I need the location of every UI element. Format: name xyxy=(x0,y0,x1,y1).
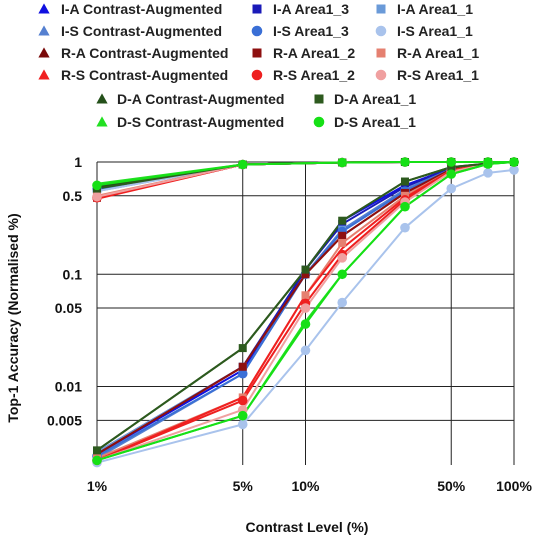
legend-marker-i-a-contrast-augmented xyxy=(38,3,50,14)
point-r-a-area1-1 xyxy=(301,291,310,300)
point-r-a-area1-2 xyxy=(301,270,310,279)
point-d-a-area1-1 xyxy=(400,177,409,186)
legend-label-i-a-contrast-augmented: I-A Contrast-Augmented xyxy=(61,1,222,17)
point-d-s-area1-1 xyxy=(400,201,410,212)
legend-label-r-a-area1-2: R-A Area1_2 xyxy=(273,45,355,61)
point-upper-d-s-area1-1 xyxy=(400,157,410,167)
legend-marker-r-a-contrast-augmented xyxy=(38,47,50,58)
legend-marker-i-s-contrast-augmented xyxy=(38,25,50,36)
legend-label-i-s-contrast-augmented: I-S Contrast-Augmented xyxy=(61,23,222,39)
legend-marker-r-s-contrast-augmented xyxy=(38,69,50,80)
y-tick-label: 1 xyxy=(74,154,82,170)
legend-label-d-a-contrast-augmented: D-A Contrast-Augmented xyxy=(117,91,284,107)
legend-marker-d-a-area1-1 xyxy=(314,94,324,104)
legend-marker-r-s-area1-2 xyxy=(251,69,263,81)
point-r-a-area1-2 xyxy=(238,362,247,371)
legend-marker-d-a-contrast-augmented xyxy=(96,93,108,104)
point-r-s-area1-1 xyxy=(337,253,348,263)
point-upper-r-s-area1-1 xyxy=(92,191,102,202)
legend-marker-r-s-area1-1 xyxy=(375,69,387,81)
legend: I-A Contrast-Augmented I-A Area1_3 I-A Are… xyxy=(38,1,479,130)
point-upper-d-s-area1-1 xyxy=(337,157,348,168)
legend-marker-i-a-area1-3 xyxy=(252,4,262,14)
legend-marker-d-s-area1-1 xyxy=(313,116,325,128)
point-i-s-area1-1 xyxy=(483,168,493,178)
point-d-a-area1-1 xyxy=(338,216,347,225)
point-i-s-area1-1 xyxy=(300,345,311,356)
legend-marker-i-s-area1-1 xyxy=(375,25,387,37)
y-tick-label: 0.05 xyxy=(55,300,82,316)
legend-label-i-s-area1-1: I-S Area1_1 xyxy=(397,23,473,39)
x-tick-labels: 1% 5% 10% 50% 100% xyxy=(87,478,533,494)
point-d-s-area1-1 xyxy=(92,455,102,466)
series-line-d-a-area1-1 xyxy=(96,161,515,452)
legend-label-r-a-area1-1: R-A Area1_1 xyxy=(397,45,479,61)
legend-label-r-a-contrast-augmented: R-A Contrast-Augmented xyxy=(61,45,228,61)
legend-label-r-s-area1-2: R-S Area1_2 xyxy=(273,67,355,83)
x-tick-label: 10% xyxy=(291,478,320,494)
legend-marker-i-a-area1-1 xyxy=(376,4,386,14)
point-d-a-area1-1 xyxy=(93,446,101,455)
grid xyxy=(96,161,515,465)
legend-label-d-s-contrast-augmented: D-S Contrast-Augmented xyxy=(117,114,284,130)
point-upper-d-s-area1-1 xyxy=(237,159,248,170)
point-d-s-area1-1 xyxy=(337,269,348,280)
y-tick-label: 0.005 xyxy=(47,412,82,428)
y-tick-label: 0.5 xyxy=(63,188,83,204)
x-tick-label: 5% xyxy=(233,478,254,494)
point-i-s-area1-1 xyxy=(446,183,457,194)
legend-marker-d-s-contrast-augmented xyxy=(96,116,108,127)
point-upper-d-s-area1-1 xyxy=(509,157,519,167)
legend-marker-r-a-area1-2 xyxy=(252,48,262,58)
x-tick-label: 50% xyxy=(437,478,466,494)
point-i-s-area1-1 xyxy=(237,419,248,430)
legend-marker-r-a-area1-1 xyxy=(376,48,386,58)
legend-label-i-a-area1-3: I-A Area1_3 xyxy=(273,1,349,17)
point-r-s-area1-2 xyxy=(237,395,248,406)
legend-label-r-s-area1-1: R-S Area1_1 xyxy=(397,67,479,83)
point-d-a-area1-1 xyxy=(447,163,456,172)
legend-label-d-a-area1-1: D-A Area1_1 xyxy=(334,91,416,107)
legend-label-d-s-area1-1: D-S Area1_1 xyxy=(334,114,416,130)
point-i-s-area1-3 xyxy=(237,368,248,379)
legend-label-i-a-area1-1: I-A Area1_1 xyxy=(397,1,473,17)
y-tick-label: 0.1 xyxy=(63,266,83,282)
point-upper-d-s-area1-1 xyxy=(446,157,457,167)
series-line-i-s-area1-1 xyxy=(96,168,515,464)
point-d-a-area1-1 xyxy=(238,344,247,353)
point-d-s-area1-1 xyxy=(300,319,311,329)
y-axis-label: Top-1 Accuracy (Normalised %) xyxy=(5,213,21,422)
point-d-s-area1-1 xyxy=(237,410,248,421)
legend-label-r-s-contrast-augmented: R-S Contrast-Augmented xyxy=(61,67,228,83)
point-r-a-area1-1 xyxy=(338,238,347,247)
y-tick-labels: 1 0.5 0.1 0.05 0.01 0.005 xyxy=(47,154,82,428)
y-tick-label: 0.01 xyxy=(55,379,82,395)
point-i-s-area1-1 xyxy=(400,222,410,233)
point-upper-d-s-area1-1 xyxy=(92,180,102,191)
x-axis-label: Contrast Level (%) xyxy=(246,519,369,535)
series-markers xyxy=(92,157,519,468)
point-r-s-area1-1 xyxy=(300,303,311,313)
point-d-s-area1-1 xyxy=(446,169,457,179)
point-d-a-area1-1 xyxy=(301,265,310,274)
legend-label-i-s-area1-3: I-S Area1_3 xyxy=(273,23,349,39)
point-i-s-area1-1 xyxy=(337,297,348,308)
point-i-s-area1-1 xyxy=(509,165,519,175)
legend-marker-i-s-area1-3 xyxy=(251,25,263,37)
point-r-a-area1-2 xyxy=(338,231,347,240)
x-tick-label: 1% xyxy=(87,478,108,494)
x-tick-label: 100% xyxy=(496,478,532,494)
point-upper-d-s-area1-1 xyxy=(483,157,493,167)
series-line-d-s-area1-1 xyxy=(96,161,515,462)
